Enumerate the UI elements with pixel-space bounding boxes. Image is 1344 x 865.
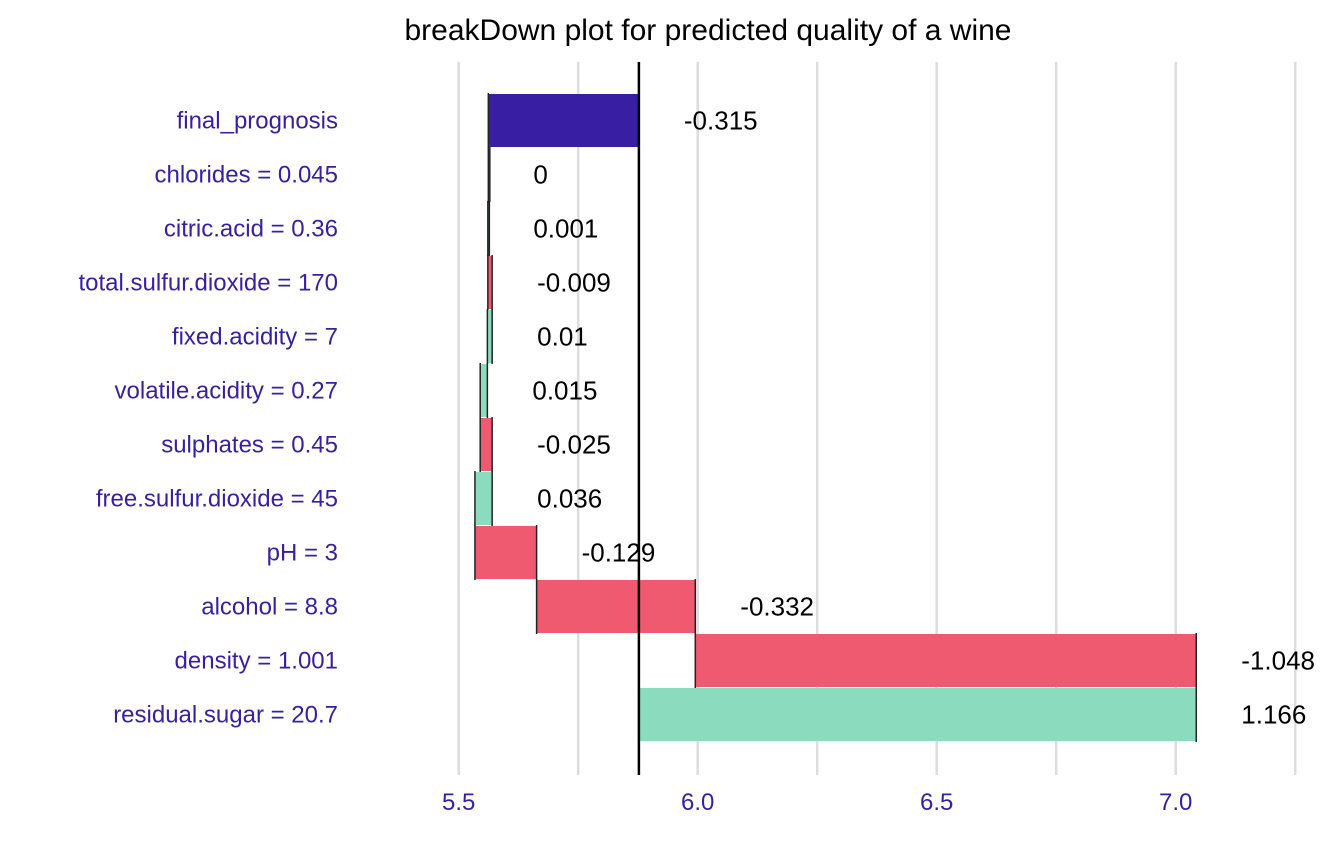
value-label: 1.166 — [1241, 700, 1306, 730]
y-label: chlorides = 0.045 — [155, 162, 338, 189]
value-label: 0 — [533, 160, 547, 190]
bar-layer — [474, 93, 1198, 742]
y-label: sulphates = 0.45 — [161, 432, 338, 459]
value-label: 0.036 — [537, 484, 602, 514]
y-label: volatile.acidity = 0.27 — [115, 378, 338, 405]
value-label: -0.315 — [684, 106, 758, 136]
value-label: -0.129 — [582, 538, 656, 568]
bar-10 — [536, 580, 696, 633]
bar-7 — [480, 418, 493, 471]
y-label: residual.sugar = 20.7 — [113, 702, 338, 729]
y-label: free.sulfur.dioxide = 45 — [96, 486, 338, 513]
x-tick-label: 6.0 — [681, 789, 714, 816]
value-label: -0.332 — [740, 592, 814, 622]
bar-5 — [487, 310, 493, 363]
x-tick-label: 6.5 — [920, 789, 953, 816]
label-layer: 5.5 6.0 6.5 7.0 final_prognosis -0.315 chlorid… — [78, 106, 1315, 817]
bar-12 — [638, 688, 1197, 741]
y-label: density = 1.001 — [175, 648, 338, 675]
x-tick-label: 7.0 — [1159, 789, 1192, 816]
y-label: total.sulfur.dioxide = 170 — [78, 270, 338, 297]
bar-6 — [480, 364, 488, 417]
value-label: 0.001 — [533, 214, 598, 244]
bar-9 — [474, 526, 537, 579]
value-label: 0.01 — [537, 322, 588, 352]
chart-title: breakDown plot for predicted quality of … — [404, 14, 1011, 47]
value-label: -0.009 — [537, 268, 611, 298]
bar-4 — [487, 256, 493, 309]
bar-8 — [474, 472, 493, 525]
y-label: citric.acid = 0.36 — [164, 216, 338, 243]
grid-layer — [457, 62, 1297, 775]
y-label: pH = 3 — [267, 540, 338, 567]
y-label: fixed.acidity = 7 — [172, 324, 338, 351]
value-label: 0.015 — [532, 376, 597, 406]
value-label: -1.048 — [1241, 646, 1315, 676]
x-tick-label: 5.5 — [442, 789, 475, 816]
y-label: alcohol = 8.8 — [201, 594, 338, 621]
bar-11 — [695, 634, 1197, 687]
value-label: -0.025 — [537, 430, 611, 460]
bar-1 — [488, 94, 639, 147]
y-label: final_prognosis — [177, 108, 338, 135]
